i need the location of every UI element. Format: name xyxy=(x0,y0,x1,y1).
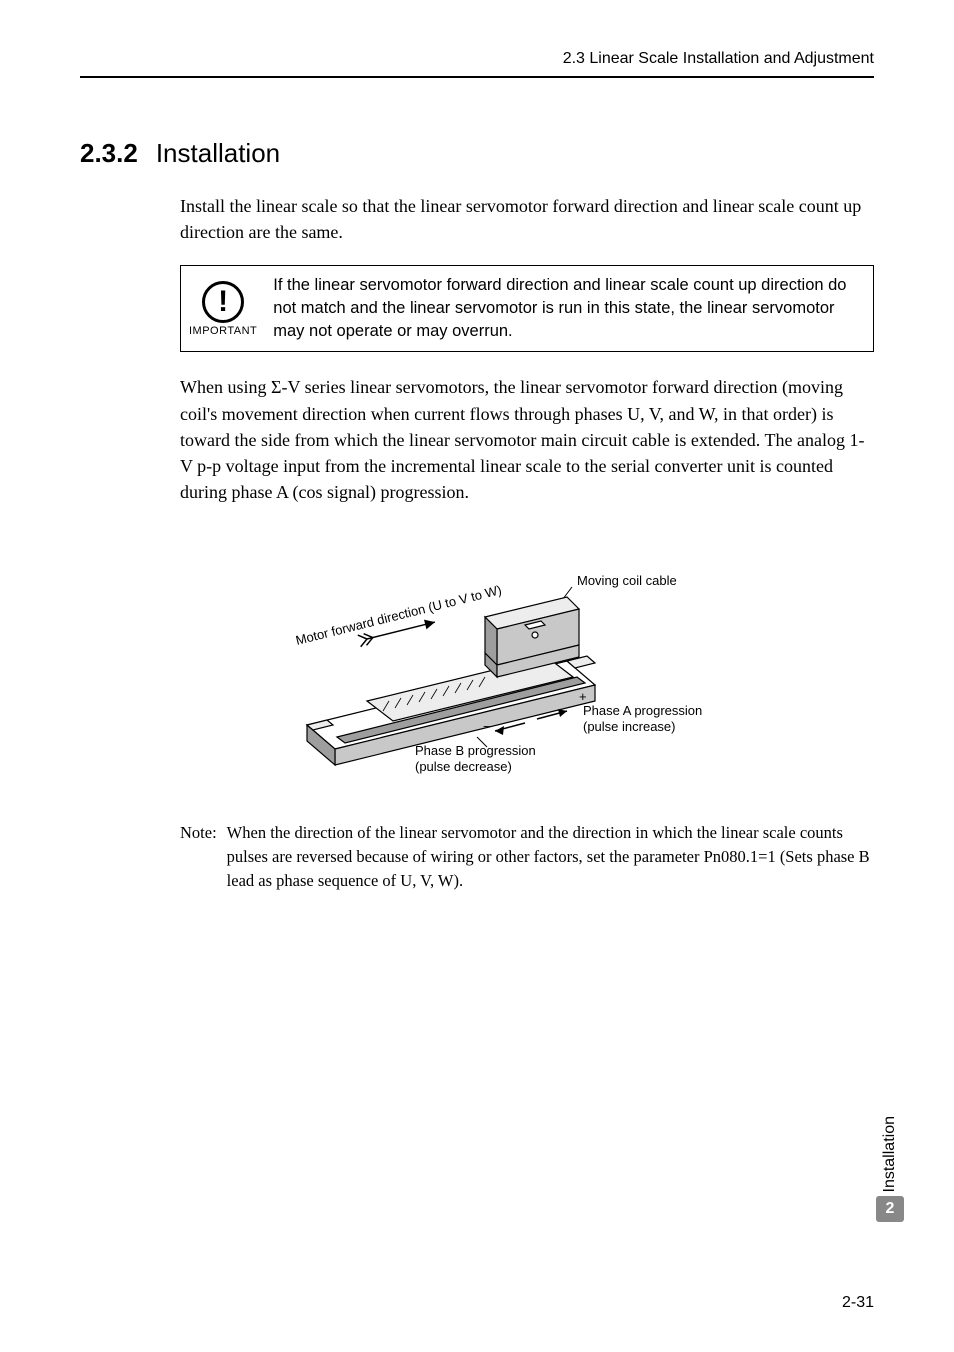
section-number: 2.3.2 xyxy=(80,138,138,168)
section-heading: 2.3.2 Installation xyxy=(80,138,874,169)
breadcrumb: 2.3 Linear Scale Installation and Adjust… xyxy=(563,50,874,67)
note-label: Note: xyxy=(180,821,217,893)
section-title: Installation xyxy=(156,138,280,168)
fig-label-phase-a-l2: (pulse increase) xyxy=(583,719,676,734)
fig-label-motor-forward: Motor forward direction (U to V to W) xyxy=(294,582,503,648)
exclamation-icon: ! xyxy=(218,287,228,317)
page-number: 2-31 xyxy=(842,1294,874,1312)
chapter-tab: Installation 2 xyxy=(876,1116,904,1223)
note-text: When the direction of the linear servomo… xyxy=(227,821,874,893)
intro-paragraph: Install the linear scale so that the lin… xyxy=(180,193,874,245)
important-icon-group: ! IMPORTANT xyxy=(189,281,257,337)
chapter-tab-label: Installation xyxy=(881,1116,899,1193)
important-icon: ! xyxy=(202,281,244,323)
body-content: Install the linear scale so that the lin… xyxy=(180,193,874,893)
page-header: 2.3 Linear Scale Installation and Adjust… xyxy=(80,50,874,78)
fig-label-minus: − xyxy=(483,719,491,734)
body-paragraph: When using Σ-V series linear servomotors… xyxy=(180,374,874,504)
note: Note: When the direction of the linear s… xyxy=(180,821,874,893)
fig-label-phase-b-l2: (pulse decrease) xyxy=(415,759,512,774)
fig-label-phase-a-l1: Phase A progression xyxy=(583,703,702,718)
important-callout: ! IMPORTANT If the linear servomotor for… xyxy=(180,265,874,352)
important-text: If the linear servomotor forward directi… xyxy=(273,274,859,343)
fig-label-moving-coil-cable: Moving coil cable xyxy=(577,573,677,588)
important-label: IMPORTANT xyxy=(189,325,257,337)
fig-label-phase-b-l1: Phase B progression xyxy=(415,743,536,758)
figure-linear-scale: Motor forward direction (U to V to W) Mo… xyxy=(180,525,874,795)
chapter-tab-number: 2 xyxy=(876,1196,904,1222)
fig-label-plus: + xyxy=(579,689,587,704)
